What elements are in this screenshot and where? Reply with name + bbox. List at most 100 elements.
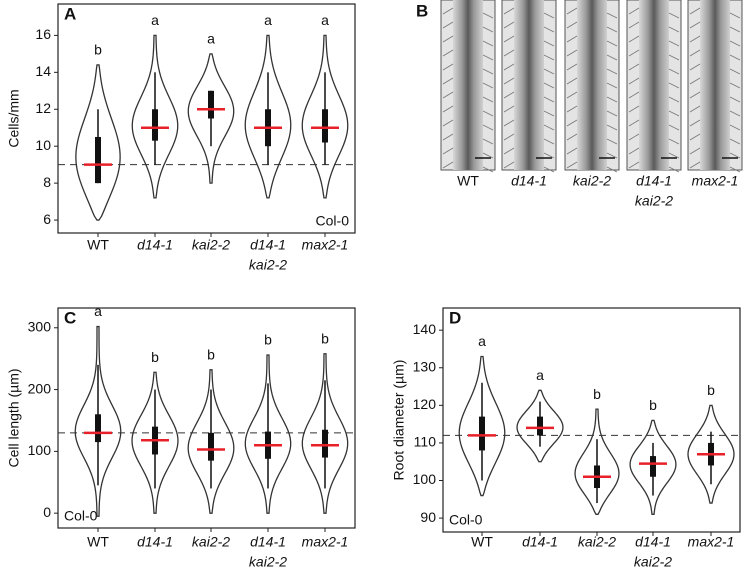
- y-tick-label: 130: [413, 358, 437, 374]
- root-hair: [566, 7, 578, 15]
- box: [537, 416, 543, 436]
- root-hair: [566, 147, 578, 155]
- root-hair: [566, 35, 578, 43]
- root-hair: [482, 96, 494, 103]
- root-hair: [628, 133, 640, 141]
- root-hair: [628, 49, 640, 57]
- root-hair: [729, 152, 741, 159]
- root-hair: [606, 82, 618, 89]
- box: [208, 432, 214, 461]
- root-hair: [442, 35, 454, 43]
- y-tick-label: 12: [35, 100, 51, 116]
- root-hair: [503, 77, 515, 85]
- root-hair: [543, 110, 555, 117]
- y-tick-label: 6: [43, 211, 51, 227]
- root-hair: [689, 119, 701, 127]
- root-hair: [566, 119, 578, 127]
- violin: [75, 64, 121, 221]
- root-hair: [482, 68, 494, 75]
- root-hair: [689, 35, 701, 43]
- significance-letter: b: [151, 349, 159, 365]
- y-axis-label: Cells/mm: [6, 89, 22, 147]
- root-hair: [543, 152, 555, 159]
- violin: [244, 354, 292, 514]
- root-hair: [729, 96, 741, 103]
- panel-label: D: [449, 308, 461, 327]
- x-tick-label: WT: [87, 237, 109, 253]
- root-hair: [689, 161, 701, 169]
- box: [95, 136, 101, 184]
- root-hair: [628, 119, 640, 127]
- root-hair: [566, 91, 578, 99]
- root-hair: [442, 161, 454, 169]
- box: [208, 90, 214, 119]
- root-hair: [503, 21, 515, 29]
- y-axis-label: Root diameter (µm): [391, 360, 407, 481]
- y-tick-label: 0: [43, 504, 51, 520]
- x-tick-label: d14-1: [522, 534, 558, 550]
- plot-frame: [57, 307, 356, 529]
- x-tick-label: d14-1: [250, 237, 286, 253]
- annotation: Col-0: [64, 508, 98, 524]
- root-hair: [628, 91, 640, 99]
- root-hair: [442, 91, 454, 99]
- x-tick-label: kai2-2: [249, 554, 287, 570]
- root-hair: [442, 49, 454, 57]
- root-hair: [729, 40, 741, 47]
- annotation: Col-0: [316, 213, 350, 229]
- y-tick-label: 120: [413, 396, 437, 412]
- root-hair: [566, 49, 578, 57]
- violin: [687, 404, 735, 504]
- significance-letter: a: [264, 12, 272, 28]
- root-hair: [543, 26, 555, 33]
- root-hair: [503, 7, 515, 15]
- root-hair: [668, 54, 680, 61]
- box: [95, 414, 101, 443]
- panel-label: C: [64, 308, 76, 327]
- image-caption: kai2-2: [635, 193, 673, 209]
- y-axis-label: Cell length (µm): [6, 368, 22, 467]
- x-tick-label: d14-1: [250, 534, 286, 550]
- root-hair: [668, 82, 680, 89]
- root-hair: [482, 54, 494, 61]
- box: [322, 429, 328, 458]
- violin: [301, 34, 349, 199]
- root-hair: [482, 82, 494, 89]
- significance-letter: b: [707, 382, 715, 398]
- root-hair: [628, 147, 640, 155]
- y-tick-label: 200: [28, 380, 52, 396]
- root-hair: [606, 12, 618, 19]
- root-hair: [628, 21, 640, 29]
- x-tick-label: d14-1: [635, 534, 671, 550]
- root-hair: [668, 96, 680, 103]
- root-hair: [668, 138, 680, 145]
- root-hair: [606, 68, 618, 75]
- root-hair: [503, 35, 515, 43]
- significance-letter: b: [94, 42, 102, 58]
- significance-letter: a: [94, 303, 102, 319]
- root-hair: [689, 91, 701, 99]
- root-hair: [442, 63, 454, 71]
- root-hair: [628, 77, 640, 85]
- root-hair: [628, 7, 640, 15]
- root-hair: [628, 105, 640, 113]
- root-hair: [442, 7, 454, 15]
- significance-letter: a: [536, 367, 544, 383]
- root-hair: [668, 12, 680, 19]
- root-hair: [729, 124, 741, 131]
- root-hair: [442, 105, 454, 113]
- significance-letter: a: [478, 333, 486, 349]
- root-hair: [668, 26, 680, 33]
- root-hair: [689, 21, 701, 29]
- root-hair: [729, 166, 741, 173]
- root: [639, 0, 669, 170]
- root-hair: [503, 147, 515, 155]
- root-hair: [442, 77, 454, 85]
- root-hair: [729, 138, 741, 145]
- root-hair: [729, 82, 741, 89]
- root-hair: [566, 77, 578, 85]
- root-hair: [503, 63, 515, 71]
- image-caption: d14-1: [511, 173, 547, 189]
- root-hair: [689, 7, 701, 15]
- violin: [131, 34, 179, 199]
